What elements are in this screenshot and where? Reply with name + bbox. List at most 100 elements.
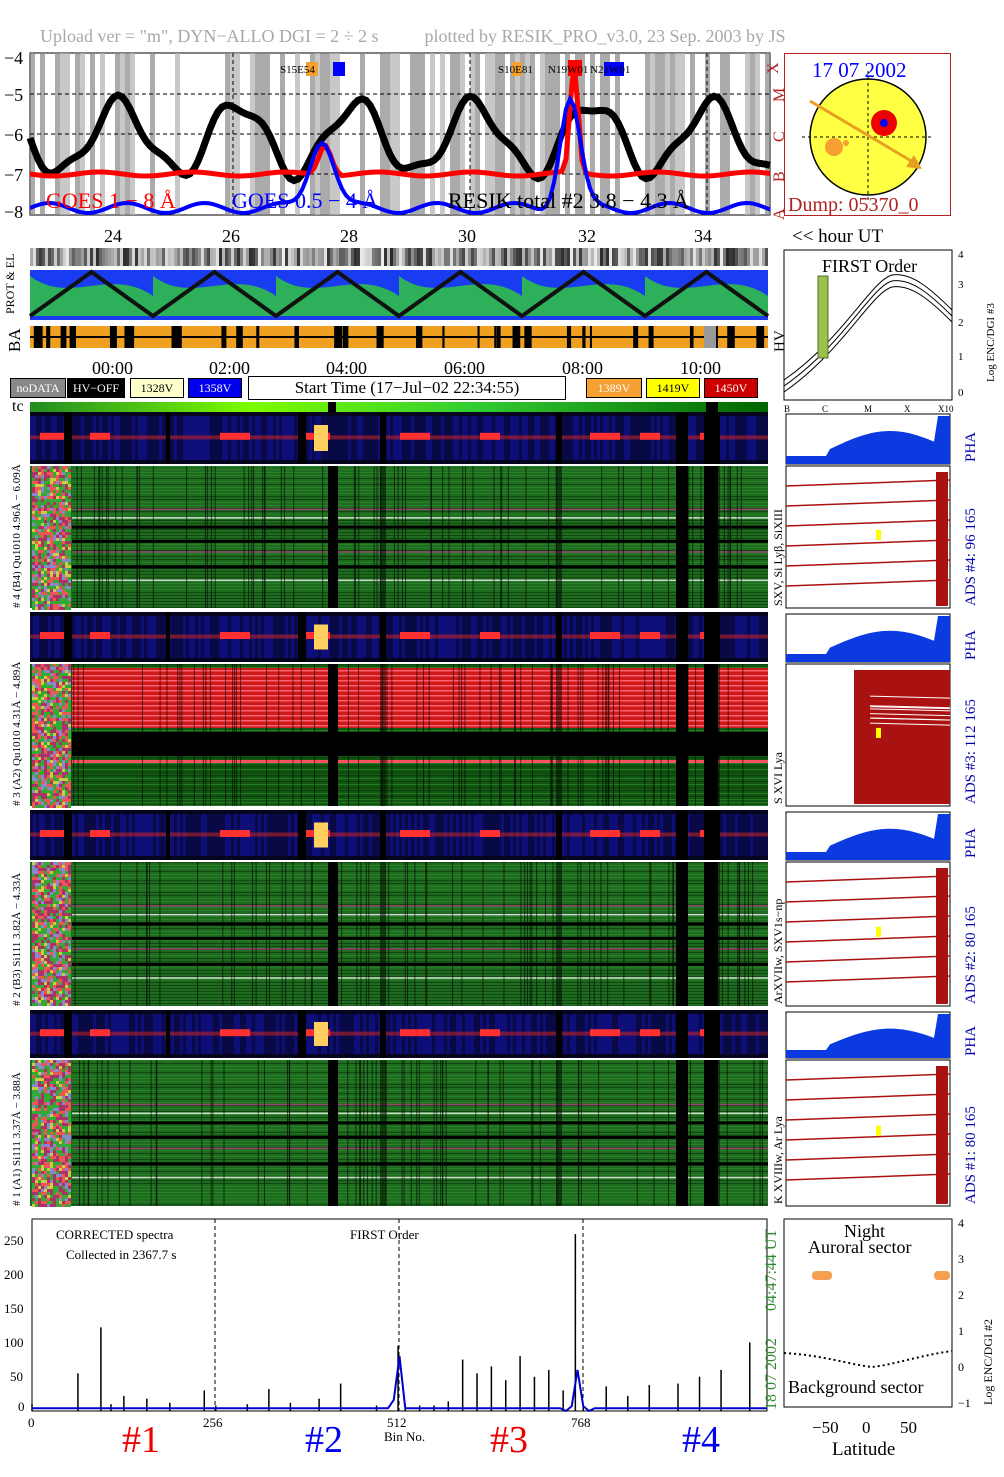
spectrum-panel: CORRECTED spectra Collected in 2367.7 s … (4, 1218, 780, 1414)
upload-info: Upload ver = "m", DYN−ALLO DGI = 2 ÷ 2 s (40, 26, 379, 46)
spectrum-date: 18 07 2002 (763, 1338, 780, 1410)
hour-tick-34: 34 (694, 226, 712, 246)
fo-ytick-4: 4 (958, 249, 964, 261)
resik-total-curve (26, 91, 771, 185)
goes-panel: S15E54 S10E81 N19W01 N21W01 GOES 1 − 8 Å… (4, 48, 883, 247)
hour-tick-28: 28 (340, 226, 358, 246)
active-region-orange (825, 138, 843, 156)
goes-054-label: GOES 0.5 − 4 Å (232, 188, 378, 213)
lat-ytick-1: 1 (958, 1324, 964, 1338)
sun-date: 17 07 2002 (812, 58, 907, 82)
time-tick-2: 04:00 (326, 358, 367, 378)
time-axis: 00:00 02:00 04:00 06:00 08:00 10:00 (92, 358, 721, 378)
orbit-panel: PROT & EL BA HV (3, 248, 788, 352)
legend-1328v: 1328V (130, 378, 184, 398)
ads-label-1: ADS #1: 80 165 (963, 1106, 979, 1204)
fo-ytick-3: 3 (958, 279, 964, 291)
time-tick-4: 08:00 (562, 358, 603, 378)
spec-line-label-1: K XVIIIw, Ar Lya (771, 1115, 785, 1204)
spec-line-label-2: ArXVIIw, SXV1s−np (771, 899, 785, 1004)
legend-hv-off: HV−OFF (67, 378, 125, 398)
spectrum-time: 04:47:44 UT (763, 1229, 780, 1311)
background-label: Background sector (788, 1377, 923, 1397)
fo-xtick-c: C (822, 404, 828, 414)
hour-tick-30: 30 (458, 226, 476, 246)
channel-label-4: # 4 (B4) Qu1010 4.96Å − 6.09Å (11, 464, 23, 608)
plotted-by: plotted by RESIK_PRO_v3.0, 23 Sep. 2003 … (424, 26, 786, 46)
ads-label-4: ADS #4: 96 165 (963, 508, 979, 606)
spec-xtick-0: 0 (28, 1415, 35, 1430)
lat-ylabel: Log ENC/DGI #2 (981, 1319, 995, 1405)
class-x: X (765, 62, 782, 74)
spec-ytick-100: 100 (4, 1335, 24, 1350)
goes-ytick-8: −8 (4, 202, 23, 222)
flare-tag-3: N19W01 (548, 64, 588, 76)
fo-xtick-b: B (784, 404, 790, 414)
channel-block-3: # 3 (A2) Qu1010 4.31Å − 4.89Å PHA S XVI Ly… (11, 612, 979, 808)
lat-ytick-3: 3 (958, 1252, 964, 1266)
group-label-2: #2 (305, 1419, 343, 1461)
spec-xtick-768: 768 (571, 1415, 591, 1430)
channel-block-1: # 1 (A1) Si111 3.37Å − 3.88Å PHA K XVIIIw,… (11, 1010, 979, 1207)
goes-18-label: GOES 1 − 8 Å (46, 188, 176, 213)
group-label-3: #3 (490, 1419, 528, 1461)
lat-ytick-2: 2 (958, 1288, 964, 1302)
sun-panel: 17 07 2002 Dump: 05370_0 (784, 53, 951, 216)
fo-xtick-x10: X10 (938, 404, 954, 414)
prot-orbit-curve (28, 269, 770, 319)
spec-ytick-0: 0 (18, 1399, 25, 1414)
spectrum-xaxis: 0 256 512 768 Bin No. (28, 1415, 591, 1443)
fo-ytick-2: 2 (958, 317, 964, 329)
spec-line-label-4: SXV, Si Lyβ, SiXIII (771, 509, 785, 606)
pha-label-4: PHA (963, 432, 979, 462)
group-label-1: #1 (122, 1419, 160, 1461)
channel-block-2: # 2 (B3) Si111 3.82Å − 4.33Å PHA ArXVIIw, … (11, 810, 979, 1007)
spec-xtick-256: 256 (203, 1415, 223, 1430)
start-time: Start Time (17−Jul−02 22:34:55) (248, 376, 566, 400)
time-tick-3: 06:00 (444, 358, 485, 378)
goes-ytick-4: −4 (4, 48, 23, 68)
orbit-arrow (809, 99, 919, 167)
flare-tag-1: S15E54 (280, 64, 315, 76)
spec-ytick-150: 150 (4, 1301, 24, 1316)
spec-xlabel: Bin No. (384, 1429, 425, 1443)
lat-xtick-m50: −50 (812, 1418, 839, 1437)
channel-label-1: # 1 (A1) Si111 3.37Å − 3.88Å (11, 1072, 23, 1206)
group-label-4: #4 (682, 1419, 720, 1461)
hour-tick-32: 32 (578, 226, 596, 246)
plot-header: Upload ver = "m", DYN−ALLO DGI = 2 ÷ 2 s… (40, 26, 786, 47)
pha-label-1: PHA (963, 1026, 979, 1056)
hour-tick-26: 26 (222, 226, 240, 246)
class-m: M (771, 88, 788, 102)
ads-label-3: ADS #3: 112 165 (963, 699, 979, 804)
goes-1-8-curve (29, 62, 771, 179)
fo-ylabel: Log ENC/DGI #3 (985, 303, 997, 382)
fo-xtick-x: X (904, 404, 911, 414)
first-order-panel: FIRST Order 4 3 2 1 0 Log ENC/DGI #3 B C… (783, 249, 997, 414)
pha-label-2: PHA (963, 828, 979, 858)
channel-block-4: # 4 (B4) Qu1010 4.96Å − 6.09Å PHA SXV, Si … (11, 412, 979, 610)
auroral-cluster-right (934, 1271, 950, 1280)
lat-ytick-0: 0 (958, 1360, 964, 1374)
class-b: B (771, 171, 788, 182)
flare-tag-2: S10E81 (498, 64, 533, 76)
spectrum-curve (32, 1356, 767, 1413)
lat-xlabel: Latitude (832, 1439, 895, 1460)
first-order-frame (783, 249, 953, 401)
auroral-cluster-left (812, 1271, 832, 1280)
channel-label-3: # 3 (A2) Qu1010 4.31Å − 4.89Å (11, 662, 23, 806)
time-tick-1: 02:00 (209, 358, 250, 378)
lat-ytick-4: 4 (958, 1216, 964, 1230)
goes-ytick-5: −5 (4, 85, 23, 105)
spec-ytick-200: 200 (4, 1267, 24, 1282)
sun-dump: Dump: 05370_0 (788, 194, 919, 216)
goes-ytick-7: −7 (4, 165, 23, 185)
class-c: C (771, 131, 788, 142)
tc-label: tc (12, 398, 24, 415)
legend-1358v: 1358V (188, 378, 242, 398)
ads-label-2: ADS #2: 80 165 (963, 906, 979, 1004)
fo-xtick-m: M (864, 404, 872, 414)
fo-ytick-0: 0 (958, 387, 964, 399)
pha-label-3: PHA (963, 630, 979, 660)
